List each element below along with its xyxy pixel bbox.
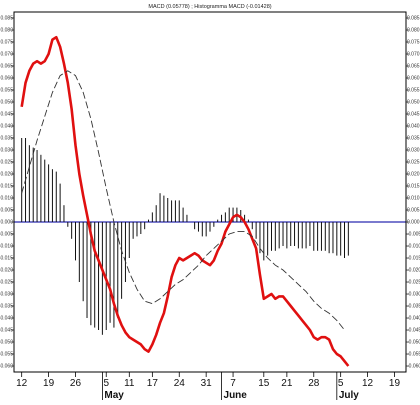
x-tick-label: 12	[362, 378, 374, 389]
chart-title: MACD (0.05778) ; Histogramma MACD (-0.01…	[148, 4, 271, 10]
y-tick-label-left: -0.020	[0, 268, 13, 274]
x-tick-label: 15	[258, 378, 270, 389]
y-tick-label-left: 0.070	[0, 52, 13, 58]
y-tick-label-right: 0.040	[407, 124, 420, 130]
x-tick-label: 26	[70, 378, 82, 389]
y-tick-label-left: 0.045	[0, 112, 13, 118]
y-tick-label-left: 0.040	[0, 124, 13, 130]
y-tick-label-right: -0.035	[407, 304, 420, 310]
y-tick-label-right: 0.000	[407, 220, 420, 226]
y-tick-label-left: -0.060	[0, 364, 13, 370]
y-tick-label-left: 0.085	[0, 16, 13, 22]
axes-layer: 0.085 0.085 0.080 0.080 0.075 0.075 0.070 0.070…	[0, 11, 420, 402]
x-tick-label: 21	[281, 378, 293, 389]
y-tick-label-right: 0.055	[407, 88, 420, 94]
y-tick-label-left: -0.035	[0, 304, 13, 310]
y-tick-label-right: -0.045	[407, 328, 420, 334]
y-tick-label-left: 0.010	[0, 196, 13, 202]
x-tick-label: 19	[389, 378, 401, 389]
y-tick-label-right: 0.005	[407, 208, 420, 214]
y-tick-label-left: 0.055	[0, 88, 13, 94]
y-tick-label-left: 0.030	[0, 148, 13, 154]
macd-line	[20, 35, 350, 367]
x-tick-label: 7	[230, 378, 236, 389]
y-tick-label-right: 0.015	[407, 184, 420, 190]
x-tick-label: 12	[16, 378, 28, 389]
lines-layer	[20, 35, 350, 367]
y-tick-label-left: -0.015	[0, 256, 13, 262]
y-tick-label-left: 0.005	[0, 208, 13, 214]
x-tick-label: 5	[338, 378, 344, 389]
y-tick-label-left: -0.005	[0, 232, 13, 238]
y-tick-label-right: 0.045	[407, 112, 420, 118]
y-tick-label-right: -0.005	[407, 232, 420, 238]
y-tick-label-right: -0.055	[407, 352, 420, 358]
y-tick-label-left: 0.050	[0, 100, 13, 106]
y-tick-label-left: 0.065	[0, 64, 13, 70]
y-tick-label-right: -0.060	[407, 364, 420, 370]
x-tick-label: 24	[174, 378, 186, 389]
x-tick-label: 17	[147, 378, 159, 389]
histogram-layer	[21, 138, 349, 335]
y-tick-label-left: -0.045	[0, 328, 13, 334]
y-tick-label-right: -0.030	[407, 292, 420, 298]
y-tick-label-right: 0.075	[407, 40, 420, 46]
month-label: July	[339, 390, 359, 400]
y-tick-label-right: -0.050	[407, 340, 420, 346]
y-tick-label-left: 0.000	[0, 220, 13, 226]
y-tick-label-left: 0.025	[0, 160, 13, 166]
y-tick-label-left: 0.060	[0, 76, 13, 82]
y-tick-label-right: 0.065	[407, 64, 420, 70]
y-tick-label-right: 0.050	[407, 100, 420, 106]
y-tick-label-right: 0.010	[407, 196, 420, 202]
y-tick-label-left: 0.035	[0, 136, 13, 142]
y-tick-label-right: 0.085	[407, 16, 420, 22]
y-tick-label-left: 0.080	[0, 28, 13, 34]
y-tick-label-left: 0.015	[0, 184, 13, 190]
y-tick-label-right: -0.015	[407, 256, 420, 262]
x-tick-label: 28	[308, 378, 320, 389]
y-tick-label-left: 0.075	[0, 40, 13, 46]
month-label: May	[104, 390, 124, 400]
y-tick-label-right: 0.035	[407, 136, 420, 142]
y-tick-label-left: -0.025	[0, 280, 13, 286]
y-tick-label-right: -0.020	[407, 268, 420, 274]
y-tick-label-right: 0.080	[407, 28, 420, 34]
y-tick-label-right: 0.060	[407, 76, 420, 82]
y-tick-label-right: 0.070	[407, 52, 420, 58]
x-tick-label: 5	[103, 378, 109, 389]
x-tick-label: 11	[124, 378, 135, 389]
y-tick-label-right: -0.025	[407, 280, 420, 286]
y-tick-label-right: 0.030	[407, 148, 420, 154]
y-tick-label-left: 0.020	[0, 172, 13, 178]
y-tick-label-right: 0.025	[407, 160, 420, 166]
y-tick-label-right: 0.020	[407, 172, 420, 178]
signal-line	[21, 70, 345, 331]
x-tick-label: 31	[201, 378, 213, 389]
x-tick-label: 19	[43, 378, 55, 389]
month-label: June	[224, 390, 248, 400]
y-tick-label-left: -0.010	[0, 244, 13, 250]
y-tick-label-left: -0.055	[0, 352, 13, 358]
plot-frame	[13, 11, 407, 373]
y-tick-label-right: -0.040	[407, 316, 420, 322]
y-tick-label-right: -0.010	[407, 244, 420, 250]
y-tick-label-left: -0.040	[0, 316, 13, 322]
y-tick-label-left: -0.030	[0, 292, 13, 298]
y-tick-label-left: -0.050	[0, 340, 13, 346]
